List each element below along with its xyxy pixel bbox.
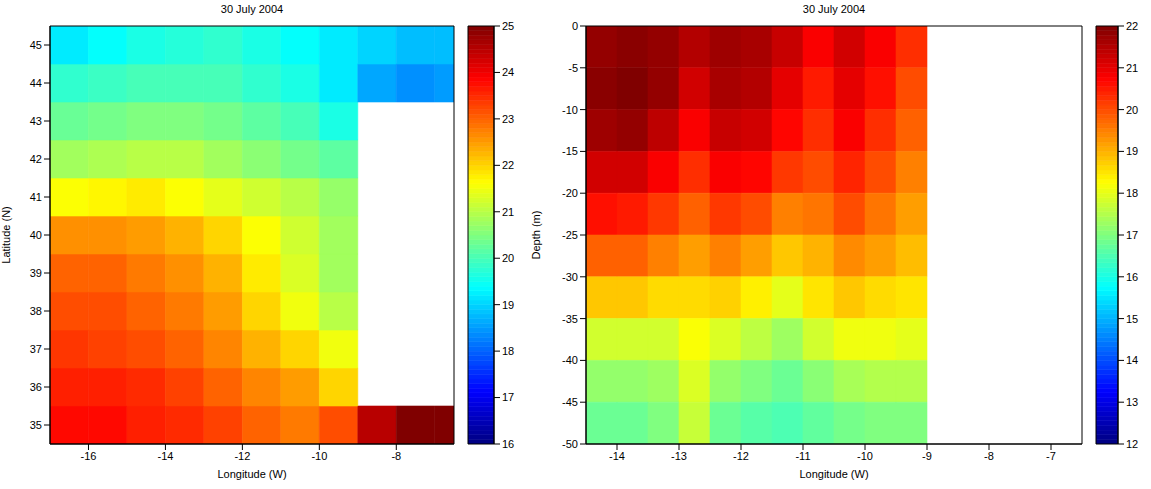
html-text:30 July 2004: 30 July 2004 [220, 3, 284, 15]
svg-text:44: 44 [30, 77, 42, 89]
svg-text:-9: -9 [922, 450, 932, 462]
svg-text:-14: -14 [157, 450, 173, 462]
svg-text:-13: -13 [671, 450, 687, 462]
svg-text:20: 20 [1126, 104, 1138, 116]
svg-text:0: 0 [572, 20, 578, 32]
svg-text:-15: -15 [562, 145, 578, 157]
svg-text:45: 45 [30, 39, 42, 51]
svg-text:35: 35 [30, 419, 42, 431]
svg-text:Longitude (W): Longitude (W) [217, 468, 286, 480]
svg-text:20: 20 [502, 252, 514, 264]
svg-text:Latitude (N): Latitude (N) [0, 206, 12, 263]
svg-text:-5: -5 [568, 62, 578, 74]
svg-text:21: 21 [1126, 62, 1138, 74]
svg-text:-35: -35 [562, 313, 578, 325]
svg-text:-12: -12 [234, 450, 250, 462]
svg-text:Longitude (W): Longitude (W) [799, 468, 868, 480]
svg-text:19: 19 [502, 299, 514, 311]
svg-text:-16: -16 [81, 450, 97, 462]
svg-text:37: 37 [30, 343, 42, 355]
svg-text:16: 16 [1126, 271, 1138, 283]
svg-text:-10: -10 [857, 450, 873, 462]
svg-text:12: 12 [1126, 438, 1138, 450]
svg-text:19: 19 [1126, 145, 1138, 157]
svg-text:22: 22 [1126, 20, 1138, 32]
svg-text:-10: -10 [311, 450, 327, 462]
svg-text:-14: -14 [609, 450, 625, 462]
svg-text:15: 15 [1126, 313, 1138, 325]
svg-text:43: 43 [30, 115, 42, 127]
svg-text:22: 22 [502, 159, 514, 171]
svg-text:-10: -10 [562, 104, 578, 116]
svg-text:-12: -12 [733, 450, 749, 462]
svg-text:17: 17 [502, 391, 514, 403]
svg-text:-7: -7 [1046, 450, 1056, 462]
svg-text:18: 18 [1126, 187, 1138, 199]
html-text:30 July 2004: 30 July 2004 [802, 3, 866, 15]
svg-text:23: 23 [502, 113, 514, 125]
svg-text:36: 36 [30, 381, 42, 393]
svg-text:Depth (m): Depth (m) [530, 211, 542, 260]
svg-text:-45: -45 [562, 396, 578, 408]
svg-text:-8: -8 [984, 450, 994, 462]
svg-text:41: 41 [30, 191, 42, 203]
svg-text:-30: -30 [562, 271, 578, 283]
svg-text:-8: -8 [391, 450, 401, 462]
svg-text:-20: -20 [562, 187, 578, 199]
svg-text:25: 25 [502, 20, 514, 32]
svg-text:42: 42 [30, 153, 42, 165]
svg-text:14: 14 [1126, 354, 1138, 366]
svg-text:-50: -50 [562, 438, 578, 450]
svg-text:24: 24 [502, 66, 514, 78]
svg-text:-25: -25 [562, 229, 578, 241]
svg-text:38: 38 [30, 305, 42, 317]
svg-text:-40: -40 [562, 354, 578, 366]
svg-text:13: 13 [1126, 396, 1138, 408]
svg-text:-11: -11 [795, 450, 810, 462]
svg-text:21: 21 [502, 206, 514, 218]
svg-text:40: 40 [30, 229, 42, 241]
svg-text:17: 17 [1126, 229, 1138, 241]
svg-text:39: 39 [30, 267, 42, 279]
svg-text:16: 16 [502, 438, 514, 450]
svg-text:18: 18 [502, 345, 514, 357]
